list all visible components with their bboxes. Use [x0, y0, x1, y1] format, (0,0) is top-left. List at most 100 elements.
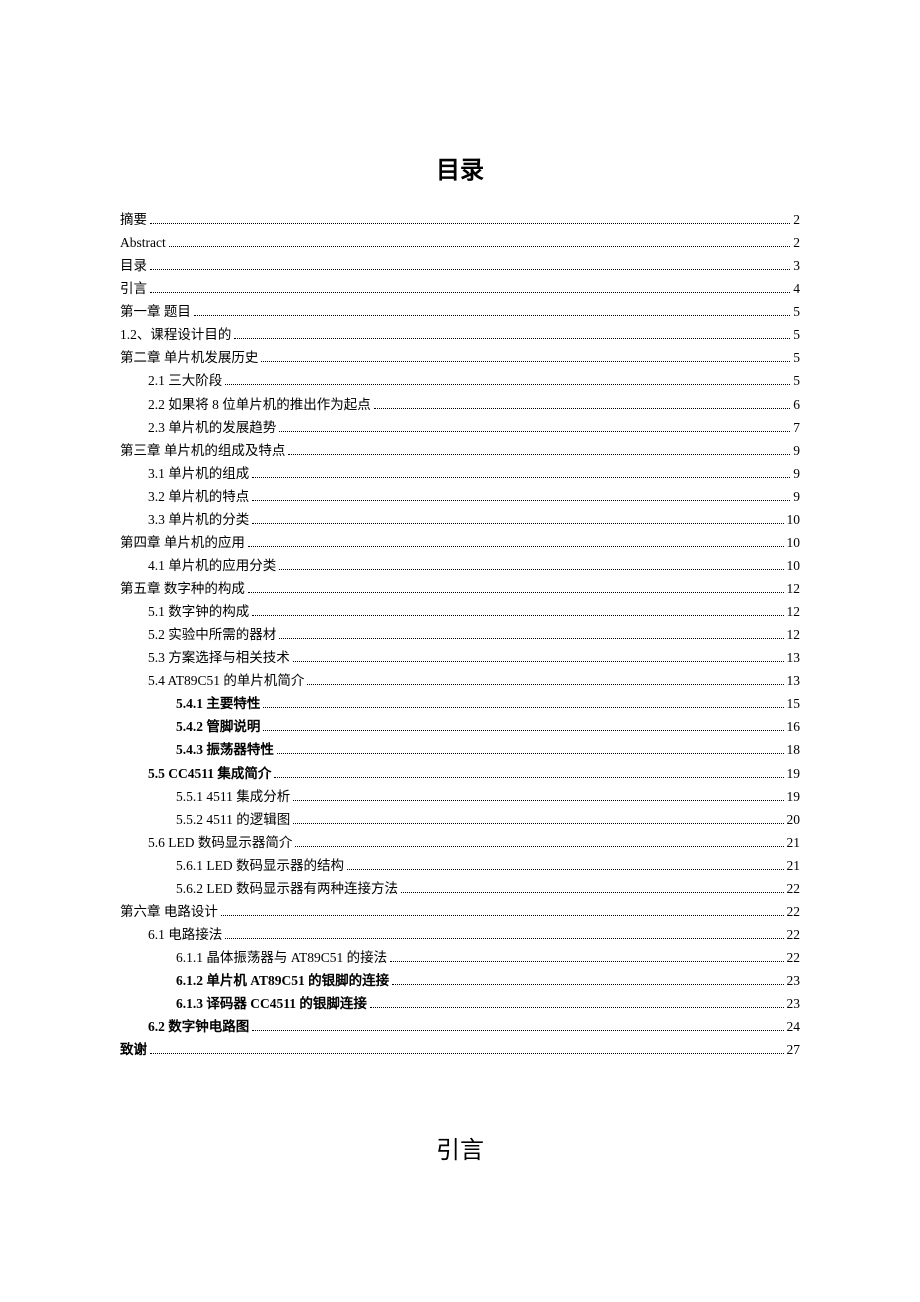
toc-entry-label[interactable]: 第五章 数字种的构成: [120, 579, 245, 599]
toc-entry-label[interactable]: 6.1 电路接法: [148, 925, 222, 945]
toc-leader-dots: [261, 351, 790, 363]
toc-page-number[interactable]: 12: [787, 579, 801, 599]
toc-page-number[interactable]: 12: [787, 602, 801, 622]
toc-page-number[interactable]: 23: [787, 971, 801, 991]
toc-row: 5.4.3 振荡器特性 18: [120, 740, 800, 760]
toc-row: 第一章 题目 5: [120, 302, 800, 322]
toc-page-number[interactable]: 2: [793, 210, 800, 230]
toc-page-number[interactable]: 24: [787, 1017, 801, 1037]
toc-page-number[interactable]: 5: [793, 325, 800, 345]
toc-entry-label[interactable]: 3.3 单片机的分类: [148, 510, 249, 530]
toc-leader-dots: [225, 374, 790, 386]
toc-entry-label[interactable]: 5.6 LED 数码显示器简介: [148, 833, 292, 853]
toc-entry-label[interactable]: 5.5 CC4511 集成简介: [148, 764, 271, 784]
toc-entry-label[interactable]: 第二章 单片机发展历史: [120, 348, 258, 368]
toc-row: 6.1.3 译码器 CC4511 的银脚连接 23: [120, 994, 800, 1014]
toc-page-number[interactable]: 20: [787, 810, 801, 830]
toc-entry-label[interactable]: 6.1.2 单片机 AT89C51 的银脚的连接: [176, 971, 389, 991]
toc-page-number[interactable]: 19: [787, 787, 801, 807]
toc-entry-label[interactable]: 5.5.1 4511 集成分析: [176, 787, 290, 807]
toc-row: 第三章 单片机的组成及特点 9: [120, 441, 800, 461]
toc-page-number[interactable]: 6: [793, 395, 800, 415]
toc-page-number[interactable]: 19: [787, 764, 801, 784]
toc-page-number[interactable]: 5: [793, 371, 800, 391]
toc-page-number[interactable]: 10: [787, 556, 801, 576]
toc-entry-label[interactable]: 5.2 实验中所需的器材: [148, 625, 276, 645]
toc-leader-dots: [150, 212, 790, 224]
toc-entry-label[interactable]: 5.4.2 管脚说明: [176, 717, 260, 737]
toc-page-number[interactable]: 5: [793, 302, 800, 322]
toc-entry-label[interactable]: 5.4.1 主要特性: [176, 694, 260, 714]
toc-entry-label[interactable]: 6.1.1 晶体振荡器与 AT89C51 的接法: [176, 948, 387, 968]
toc-entry-label[interactable]: 1.2、课程设计目的: [120, 325, 231, 345]
toc-leader-dots: [370, 996, 784, 1008]
toc-row: 5.5.2 4511 的逻辑图 20: [120, 810, 800, 830]
toc-entry-label[interactable]: 致谢: [120, 1040, 147, 1060]
toc-row: 1.2、课程设计目的 5: [120, 325, 800, 345]
toc-page-number[interactable]: 12: [787, 625, 801, 645]
toc-page-number[interactable]: 18: [787, 740, 801, 760]
toc-leader-dots: [279, 558, 783, 570]
toc-entry-label[interactable]: 2.3 单片机的发展趋势: [148, 418, 276, 438]
toc-page-number[interactable]: 13: [787, 671, 801, 691]
toc-row: 5.3 方案选择与相关技术 13: [120, 648, 800, 668]
toc-page-number[interactable]: 9: [793, 464, 800, 484]
toc-leader-dots: [295, 835, 783, 847]
toc-page-number[interactable]: 3: [793, 256, 800, 276]
toc-row: Abstract 2: [120, 233, 800, 253]
toc-page-number[interactable]: 7: [793, 418, 800, 438]
toc-entry-label[interactable]: 目录: [120, 256, 147, 276]
toc-leader-dots: [150, 1042, 784, 1054]
toc-leader-dots: [279, 627, 783, 639]
toc-page-number[interactable]: 13: [787, 648, 801, 668]
toc-entry-label[interactable]: 第六章 电路设计: [120, 902, 218, 922]
toc-leader-dots: [194, 304, 790, 316]
toc-page-number[interactable]: 15: [787, 694, 801, 714]
toc-entry-label[interactable]: 6.1.3 译码器 CC4511 的银脚连接: [176, 994, 367, 1014]
toc-page-number[interactable]: 21: [787, 833, 801, 853]
toc-row: 5.5.1 4511 集成分析 19: [120, 787, 800, 807]
toc-entry-label[interactable]: 2.1 三大阶段: [148, 371, 222, 391]
toc-page-number[interactable]: 5: [793, 348, 800, 368]
toc-entry-label[interactable]: 5.4 AT89C51 的单片机简介: [148, 671, 304, 691]
toc-leader-dots: [248, 581, 784, 593]
toc-row: 第二章 单片机发展历史 5: [120, 348, 800, 368]
toc-page-number[interactable]: 22: [787, 902, 801, 922]
toc-entry-label[interactable]: 6.2 数字钟电路图: [148, 1017, 249, 1037]
toc-leader-dots: [374, 397, 791, 409]
toc-entry-label[interactable]: 5.6.2 LED 数码显示器有两种连接方法: [176, 879, 398, 899]
toc-page-number[interactable]: 22: [787, 879, 801, 899]
toc-leader-dots: [169, 235, 791, 247]
toc-entry-label[interactable]: 5.4.3 振荡器特性: [176, 740, 274, 760]
toc-page-number[interactable]: 10: [787, 533, 801, 553]
toc-entry-label[interactable]: 5.6.1 LED 数码显示器的结构: [176, 856, 344, 876]
toc-page-number[interactable]: 22: [787, 925, 801, 945]
toc-leader-dots: [288, 443, 790, 455]
toc-page-number[interactable]: 22: [787, 948, 801, 968]
toc-page-number[interactable]: 2: [793, 233, 800, 253]
toc-entry-label[interactable]: Abstract: [120, 233, 166, 253]
toc-entry-label[interactable]: 第四章 单片机的应用: [120, 533, 245, 553]
toc-entry-label[interactable]: 5.3 方案选择与相关技术: [148, 648, 290, 668]
toc-entry-label[interactable]: 摘要: [120, 210, 147, 230]
toc-entry-label[interactable]: 5.5.2 4511 的逻辑图: [176, 810, 290, 830]
toc-entry-label[interactable]: 3.1 单片机的组成: [148, 464, 249, 484]
toc-page-number[interactable]: 16: [787, 717, 801, 737]
toc-row: 5.6.2 LED 数码显示器有两种连接方法 22: [120, 879, 800, 899]
toc-page-number[interactable]: 21: [787, 856, 801, 876]
toc-page-number[interactable]: 9: [793, 441, 800, 461]
toc-page-number[interactable]: 10: [787, 510, 801, 530]
toc-entry-label[interactable]: 第一章 题目: [120, 302, 191, 322]
toc-entry-label[interactable]: 引言: [120, 279, 147, 299]
toc-entry-label[interactable]: 第三章 单片机的组成及特点: [120, 441, 285, 461]
toc-page-number[interactable]: 4: [793, 279, 800, 299]
toc-entry-label[interactable]: 5.1 数字钟的构成: [148, 602, 249, 622]
toc-row: 5.6.1 LED 数码显示器的结构 21: [120, 856, 800, 876]
toc-entry-label[interactable]: 2.2 如果将 8 位单片机的推出作为起点: [148, 395, 371, 415]
toc-page-number[interactable]: 9: [793, 487, 800, 507]
toc-page-number[interactable]: 27: [787, 1040, 801, 1060]
toc-list: 摘要2Abstract2目录3引言4第一章 题目51.2、课程设计目的5第二章 …: [120, 210, 800, 1060]
toc-page-number[interactable]: 23: [787, 994, 801, 1014]
toc-entry-label[interactable]: 3.2 单片机的特点: [148, 487, 249, 507]
toc-entry-label[interactable]: 4.1 单片机的应用分类: [148, 556, 276, 576]
